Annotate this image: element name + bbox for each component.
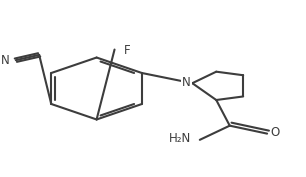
Text: O: O	[271, 126, 280, 139]
Text: H₂N: H₂N	[169, 132, 192, 145]
Text: N: N	[1, 54, 9, 67]
Text: F: F	[124, 44, 131, 57]
Text: N: N	[182, 76, 191, 89]
